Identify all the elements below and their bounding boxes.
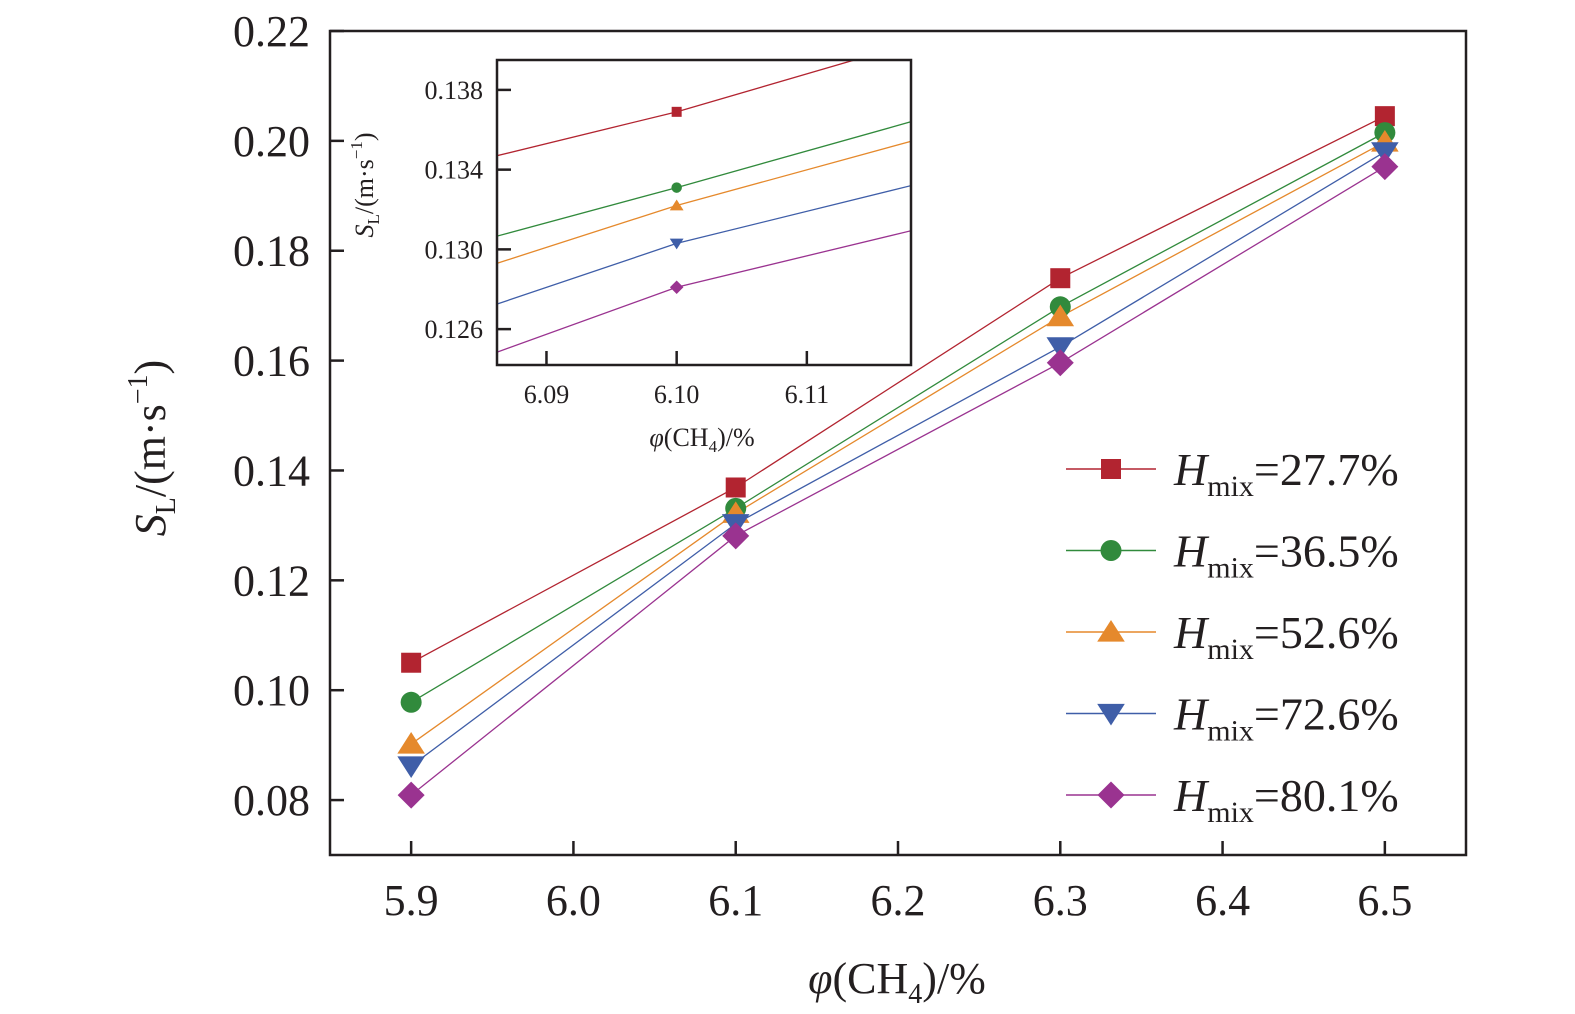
main-x-tick-label: 6.2 [871, 876, 926, 925]
inset-x-axis: 6.09 6.10 6.11 [524, 351, 829, 409]
main-line-series-3 [410, 141, 1386, 745]
main-line-series-1 [410, 115, 1386, 664]
main-point-series-3 [397, 732, 425, 754]
main-point-series-5 [1371, 153, 1399, 181]
legend-item-2: Hmix=36.5% [1066, 526, 1399, 585]
main-point-series-1 [1050, 268, 1071, 289]
legend-label: Hmix=27.7% [1173, 444, 1399, 503]
main-point-series-3 [1046, 304, 1075, 327]
main-y-tick-label: 0.10 [233, 666, 310, 715]
main-point-series-1 [1374, 106, 1395, 127]
main-line-series-4 [410, 151, 1386, 767]
main-series-lines [410, 115, 1386, 796]
main-y-tick-label: 0.22 [233, 7, 310, 56]
legend-item-1: Hmix=27.7% [1066, 444, 1399, 503]
main-series-markers [397, 106, 1399, 809]
main-x-tick-label: 6.1 [708, 876, 763, 925]
legend: Hmix=27.7% Hmix=36.5% Hmix=52.6% Hmix=72.6%… [1066, 444, 1399, 829]
inset-point-series-5 [669, 280, 684, 295]
inset-y-tick-label: 0.138 [425, 76, 484, 105]
main-y-axis: 0.08 0.10 0.12 0.14 0.16 0.18 0.20 0.22 [233, 7, 344, 825]
inset-y-tick-label: 0.130 [425, 235, 484, 264]
inset-y-tick-label: 0.126 [425, 315, 484, 344]
legend-label: Hmix=80.1% [1173, 770, 1399, 829]
inset-x-axis-title: φ(CH4)/% [649, 423, 754, 456]
inset-point-series-2 [671, 182, 682, 193]
legend-item-3: Hmix=52.6% [1066, 607, 1399, 666]
legend-marker [1101, 459, 1121, 479]
main-point-series-5 [1046, 349, 1074, 377]
inset-point-series-1 [671, 106, 682, 117]
main-point-series-5 [722, 522, 750, 550]
main-x-tick-label: 5.9 [384, 876, 439, 925]
main-x-axis-title: φ(CH4)/% [808, 954, 986, 1010]
inset-y-axis-title: SL/(m·s−1) [347, 132, 383, 237]
main-line-series-5 [410, 166, 1386, 796]
legend-marker [1097, 781, 1125, 809]
inset-point-series-4 [669, 238, 684, 250]
main-x-tick-label: 6.3 [1033, 876, 1088, 925]
main-y-tick-label: 0.20 [233, 117, 310, 166]
main-point-series-4 [1371, 142, 1399, 164]
legend-label: Hmix=72.6% [1173, 689, 1399, 748]
main-y-axis-title: SL/(m·s−1) [123, 360, 182, 536]
main-y-tick-label: 0.08 [233, 776, 310, 825]
legend-marker [1097, 703, 1125, 726]
main-x-tick-label: 6.5 [1357, 876, 1412, 925]
inset-background [497, 60, 911, 365]
main-x-tick-label: 6.0 [546, 876, 601, 925]
main-point-series-1 [401, 652, 422, 673]
legend-label: Hmix=52.6% [1173, 607, 1399, 666]
main-y-tick-label: 0.16 [233, 337, 310, 386]
inset-y-tick-label: 0.134 [425, 156, 484, 185]
inset-x-tick-label: 6.10 [654, 380, 700, 409]
legend-item-4: Hmix=72.6% [1066, 689, 1399, 748]
legend-label: Hmix=36.5% [1173, 526, 1399, 585]
legend-marker [1097, 620, 1125, 642]
inset-point-series-3 [669, 199, 684, 211]
main-point-series-5 [397, 781, 425, 809]
main-point-series-2 [400, 691, 422, 713]
main-x-axis: 5.9 6.0 6.1 6.2 6.3 6.4 6.5 [384, 841, 1412, 925]
main-point-series-1 [725, 477, 746, 498]
main-y-tick-label: 0.18 [233, 227, 310, 276]
main-line-series-2 [410, 132, 1386, 703]
inset-y-axis: 0.126 0.130 0.134 0.138 [425, 76, 511, 344]
inset-series-markers [669, 106, 684, 295]
main-x-tick-label: 6.4 [1195, 876, 1250, 925]
legend-item-5: Hmix=80.1% [1066, 770, 1399, 829]
main-point-series-4 [1046, 337, 1075, 359]
main-y-tick-label: 0.14 [233, 446, 310, 495]
inset-x-tick-label: 6.09 [524, 380, 570, 409]
inset-x-tick-label: 6.11 [785, 380, 830, 409]
legend-marker [1100, 540, 1122, 561]
main-point-series-4 [397, 756, 425, 779]
main-y-tick-label: 0.12 [233, 556, 310, 605]
inset-plot-frame [495, 58, 913, 367]
